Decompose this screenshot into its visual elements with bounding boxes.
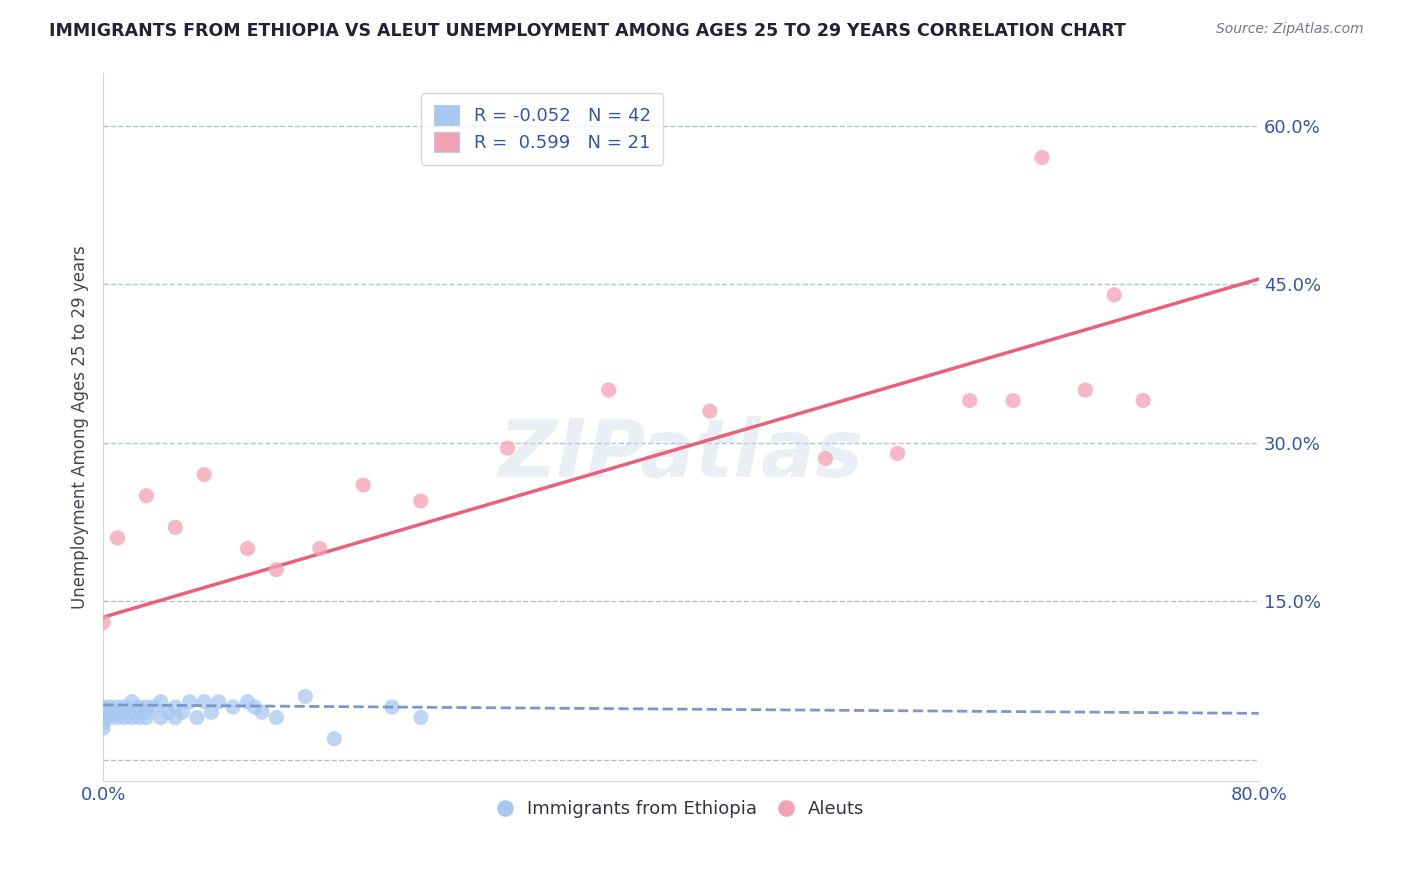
Point xyxy=(114,700,136,714)
Point xyxy=(98,700,121,714)
Point xyxy=(135,710,157,724)
Point xyxy=(1031,151,1053,165)
Y-axis label: Unemployment Among Ages 25 to 29 years: Unemployment Among Ages 25 to 29 years xyxy=(72,245,89,609)
Point xyxy=(1074,383,1097,397)
Point xyxy=(157,706,180,720)
Point xyxy=(1002,393,1025,408)
Legend: Immigrants from Ethiopia, Aleuts: Immigrants from Ethiopia, Aleuts xyxy=(491,793,872,825)
Point xyxy=(496,441,519,455)
Point xyxy=(381,700,404,714)
Point xyxy=(409,494,432,508)
Point xyxy=(114,710,136,724)
Point xyxy=(250,706,273,720)
Point xyxy=(165,700,187,714)
Point xyxy=(236,695,259,709)
Point xyxy=(91,615,114,630)
Text: Source: ZipAtlas.com: Source: ZipAtlas.com xyxy=(1216,22,1364,37)
Point xyxy=(172,706,194,720)
Point xyxy=(91,700,114,714)
Point xyxy=(121,706,143,720)
Point xyxy=(91,706,114,720)
Point xyxy=(107,531,129,545)
Point xyxy=(236,541,259,556)
Point xyxy=(959,393,981,408)
Point xyxy=(266,710,288,724)
Point xyxy=(107,710,129,724)
Point xyxy=(121,695,143,709)
Point xyxy=(91,710,114,724)
Text: ZIPatlas: ZIPatlas xyxy=(498,417,863,494)
Point xyxy=(165,710,187,724)
Point xyxy=(149,710,172,724)
Point xyxy=(186,710,208,724)
Point xyxy=(1104,288,1126,302)
Point xyxy=(98,710,121,724)
Point xyxy=(294,690,316,704)
Point xyxy=(699,404,721,418)
Point xyxy=(149,695,172,709)
Text: IMMIGRANTS FROM ETHIOPIA VS ALEUT UNEMPLOYMENT AMONG AGES 25 TO 29 YEARS CORRELA: IMMIGRANTS FROM ETHIOPIA VS ALEUT UNEMPL… xyxy=(49,22,1126,40)
Point xyxy=(142,700,165,714)
Point xyxy=(121,710,143,724)
Point xyxy=(107,700,129,714)
Point xyxy=(91,710,114,724)
Point xyxy=(1132,393,1154,408)
Point xyxy=(814,451,837,466)
Point xyxy=(208,695,231,709)
Point xyxy=(128,710,150,724)
Point xyxy=(886,446,908,460)
Point xyxy=(409,710,432,724)
Point xyxy=(107,706,129,720)
Point xyxy=(135,706,157,720)
Point xyxy=(91,715,114,730)
Point xyxy=(352,478,374,492)
Point xyxy=(91,721,114,735)
Point xyxy=(193,467,215,482)
Point xyxy=(222,700,245,714)
Point xyxy=(266,563,288,577)
Point xyxy=(135,489,157,503)
Point xyxy=(179,695,201,709)
Point xyxy=(308,541,330,556)
Point xyxy=(193,695,215,709)
Point xyxy=(128,700,150,714)
Point xyxy=(598,383,620,397)
Point xyxy=(323,731,346,746)
Point xyxy=(135,700,157,714)
Point xyxy=(243,700,266,714)
Point xyxy=(200,706,222,720)
Point xyxy=(165,520,187,534)
